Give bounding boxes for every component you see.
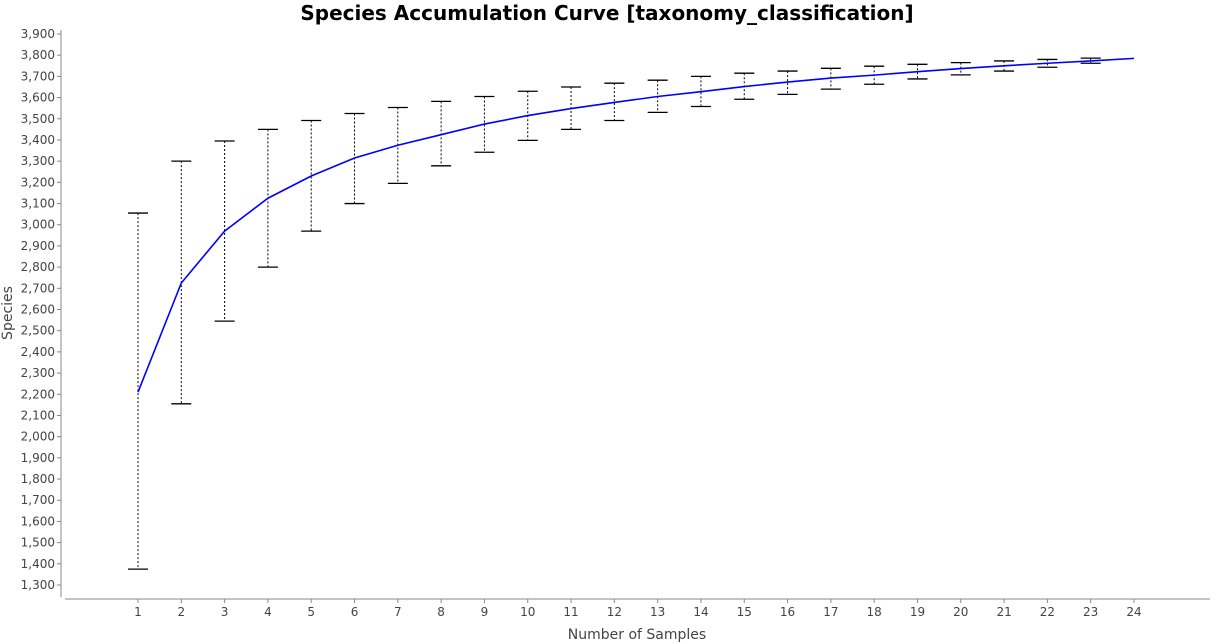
y-tick-label: 3,300: [21, 154, 55, 168]
x-tick-label: 18: [867, 605, 882, 619]
x-tick-label: 6: [351, 605, 359, 619]
x-axis-label: Number of Samples: [568, 627, 706, 643]
y-tick-label: 1,700: [21, 493, 55, 507]
x-tick-label: 19: [910, 605, 925, 619]
y-tick-label: 2,700: [21, 281, 55, 295]
x-tick-label: 15: [737, 605, 752, 619]
x-tick-label: 1: [134, 605, 142, 619]
y-tick-label: 1,600: [21, 514, 55, 528]
y-tick-label: 3,000: [21, 218, 55, 232]
y-tick-label: 2,900: [21, 239, 55, 253]
mean-series-line: [137, 57, 1135, 393]
x-tick-label: 13: [650, 605, 665, 619]
y-tick-label: 3,200: [21, 175, 55, 189]
x-tick-label: 3: [221, 605, 229, 619]
y-tick-label: 2,500: [21, 324, 55, 338]
y-tick-label: 1,300: [21, 578, 55, 592]
y-tick-label: 2,800: [21, 260, 55, 274]
y-tick-label: 2,400: [21, 345, 55, 359]
y-tick-label: 2,600: [21, 303, 55, 317]
y-tick-label: 3,400: [21, 133, 55, 147]
x-tick-label: 2: [177, 605, 185, 619]
y-tick-label: 3,700: [21, 69, 55, 83]
x-tick-label: 7: [394, 605, 402, 619]
x-tick-label: 23: [1083, 605, 1098, 619]
x-tick-label: 9: [481, 605, 489, 619]
x-tick-label: 14: [693, 605, 708, 619]
y-tick-label: 3,500: [21, 112, 55, 126]
chart-title: Species Accumulation Curve [taxonomy_cla…: [300, 1, 914, 25]
y-tick-label: 3,900: [21, 27, 55, 41]
x-tick-label: 17: [823, 605, 838, 619]
y-tick-label: 2,200: [21, 387, 55, 401]
y-tick-label: 3,600: [21, 91, 55, 105]
x-tick-label: 24: [1126, 605, 1141, 619]
x-tick-label: 12: [607, 605, 622, 619]
y-tick-label: 2,300: [21, 366, 55, 380]
y-tick-label: 3,800: [21, 48, 55, 62]
y-tick-label: 1,800: [21, 472, 55, 486]
x-tick-label: 21: [996, 605, 1011, 619]
y-tick-label: 1,900: [21, 451, 55, 465]
y-tick-label: 1,500: [21, 536, 55, 550]
y-tick-label: 2,100: [21, 408, 55, 422]
x-tick-label: 22: [1040, 605, 1055, 619]
x-tick-label: 8: [437, 605, 445, 619]
x-tick-label: 20: [953, 605, 968, 619]
y-tick-label: 1,400: [21, 557, 55, 571]
x-tick-label: 4: [264, 605, 272, 619]
x-tick-label: 10: [520, 605, 535, 619]
x-tick-label: 11: [563, 605, 578, 619]
y-tick-label: 3,100: [21, 197, 55, 211]
x-tick-label: 16: [780, 605, 795, 619]
y-tick-label: 2,000: [21, 430, 55, 444]
y-axis-label: Species: [0, 286, 16, 340]
x-tick-label: 5: [307, 605, 315, 619]
